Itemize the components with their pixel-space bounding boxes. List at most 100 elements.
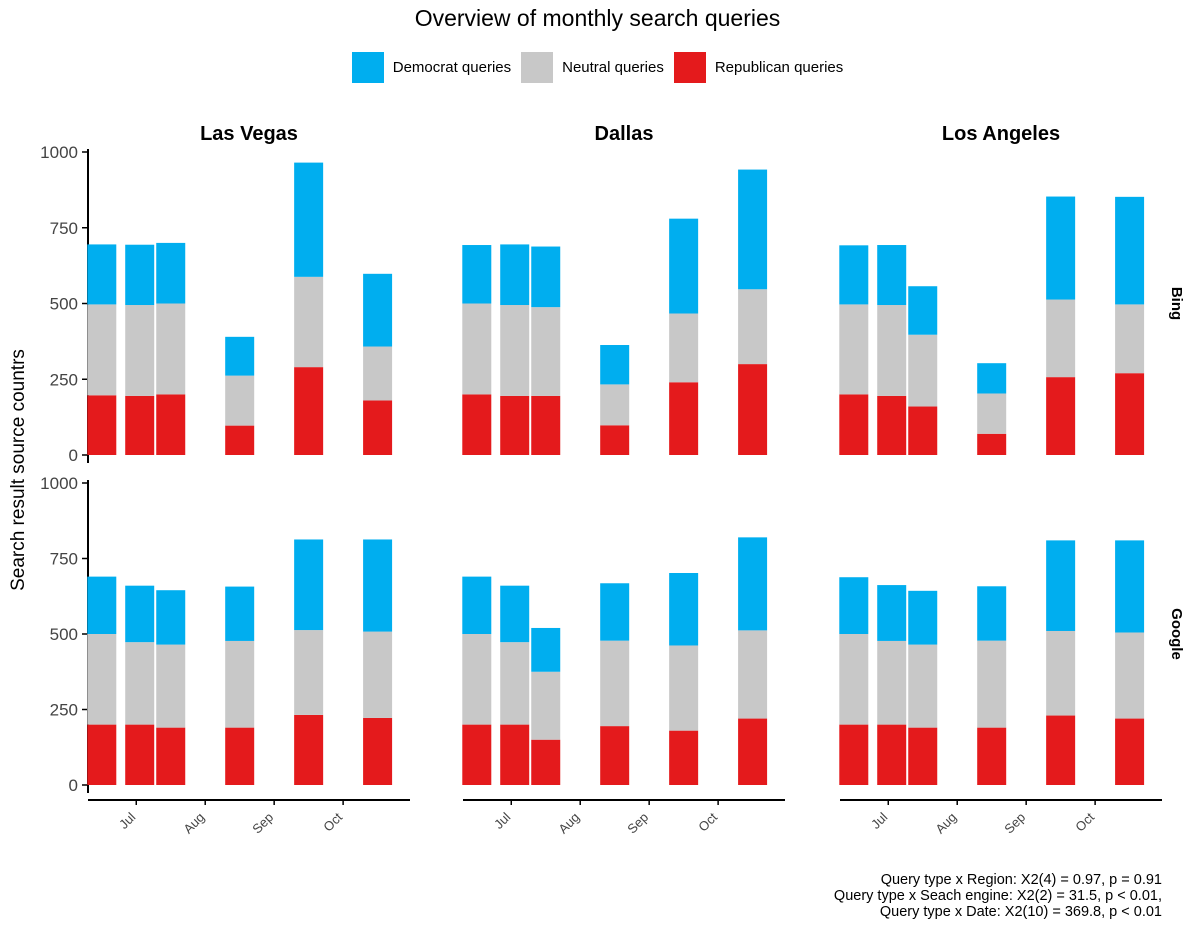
bar-democrat-los-angeles-bing	[1115, 196, 1145, 305]
bar-republican-dallas-bing	[600, 425, 630, 455]
bar-republican-los-angeles-google	[1115, 718, 1145, 785]
bar-democrat-las-vegas-google	[125, 585, 155, 643]
bar-neutral-los-angeles-google	[839, 634, 869, 725]
bar-democrat-las-vegas-google	[225, 586, 255, 641]
bar-republican-dallas-bing	[669, 382, 699, 455]
bar-democrat-los-angeles-bing	[877, 245, 907, 306]
bar-democrat-las-vegas-bing	[363, 273, 393, 347]
x-tick-label: Oct	[1072, 809, 1097, 834]
y-tick-label: 500	[50, 295, 78, 314]
bar-democrat-dallas-bing	[600, 345, 630, 385]
bar-democrat-dallas-bing	[669, 218, 699, 314]
y-tick-label: 0	[69, 776, 78, 795]
note-date: Query type x Date: X2(10) = 369.8, p < 0…	[879, 904, 1162, 920]
bar-neutral-las-vegas-bing	[225, 375, 255, 426]
bar-republican-las-vegas-google	[156, 727, 186, 785]
bar-republican-dallas-google	[738, 718, 768, 785]
y-tick-label: 500	[50, 625, 78, 644]
bar-republican-las-vegas-bing	[125, 395, 155, 455]
bar-neutral-dallas-bing	[600, 384, 630, 426]
legend-swatch-republican	[673, 52, 706, 83]
legend-label-democrat: Democrat queries	[392, 59, 512, 76]
x-tick-label: Jul	[116, 809, 138, 831]
bar-democrat-dallas-google	[738, 537, 768, 631]
chart-title: Overview of monthly search queries	[414, 5, 781, 31]
bar-democrat-los-angeles-google	[1046, 540, 1076, 631]
bar-neutral-los-angeles-bing	[839, 304, 869, 395]
bar-republican-las-vegas-bing	[363, 400, 393, 455]
y-tick-label: 750	[50, 219, 78, 238]
bar-neutral-los-angeles-bing	[977, 393, 1007, 434]
bar-neutral-las-vegas-bing	[156, 303, 186, 395]
legend-item-democrat: Democrat queries	[351, 52, 512, 83]
bar-republican-los-angeles-bing	[908, 406, 938, 455]
bar-republican-los-angeles-google	[908, 727, 938, 785]
bar-democrat-dallas-google	[669, 572, 699, 646]
bar-republican-dallas-bing	[531, 395, 561, 455]
bar-republican-los-angeles-bing	[839, 394, 869, 455]
bar-democrat-las-vegas-google	[363, 539, 393, 632]
bar-democrat-las-vegas-bing	[225, 336, 255, 376]
facet-row-title-google: Google	[1168, 608, 1185, 660]
bar-republican-dallas-bing	[738, 364, 768, 455]
faceted-bar-chart: Search result source countrs Las Vegas Dal…	[8, 123, 1185, 837]
bar-neutral-dallas-bing	[500, 305, 530, 396]
bar-neutral-los-angeles-google	[1046, 630, 1076, 716]
bar-neutral-las-vegas-bing	[294, 276, 324, 368]
bar-republican-los-angeles-bing	[1115, 373, 1145, 455]
bar-neutral-los-angeles-bing	[908, 334, 938, 407]
bar-republican-las-vegas-google	[225, 727, 255, 785]
bar-neutral-dallas-google	[669, 645, 699, 731]
legend-item-neutral: Neutral queries	[521, 52, 664, 83]
bar-neutral-las-vegas-google	[125, 642, 155, 725]
y-tick-label: 1000	[40, 143, 78, 162]
bar-neutral-los-angeles-google	[977, 640, 1007, 728]
bar-neutral-dallas-bing	[531, 307, 561, 396]
statistics-notes: Query type x Region: X2(4) = 0.97, p = 0…	[834, 872, 1162, 920]
legend-label-republican: Republican queries	[714, 59, 844, 76]
bar-neutral-dallas-google	[738, 630, 768, 719]
y-tick-label: 250	[50, 370, 78, 389]
bar-democrat-los-angeles-bing	[908, 286, 938, 335]
legend-label-neutral: Neutral queries	[562, 59, 664, 76]
bar-republican-las-vegas-bing	[225, 425, 255, 455]
bar-democrat-las-vegas-google	[87, 576, 117, 634]
bar-neutral-las-vegas-bing	[363, 346, 393, 401]
bar-neutral-dallas-bing	[669, 313, 699, 383]
bar-neutral-dallas-bing	[738, 289, 768, 365]
bar-republican-dallas-google	[669, 730, 699, 785]
note-search-engine: Query type x Seach engine: X2(2) = 31.5,…	[833, 888, 1162, 904]
bar-neutral-las-vegas-bing	[125, 305, 155, 396]
y-tick-label: 750	[50, 550, 78, 569]
bar-republican-las-vegas-bing	[156, 394, 186, 455]
bar-neutral-las-vegas-google	[294, 630, 324, 715]
bar-democrat-los-angeles-google	[977, 586, 1007, 641]
x-tick-label: Sep	[249, 810, 276, 837]
x-tick-label: Aug	[555, 810, 582, 837]
legend-swatch-democrat	[351, 52, 384, 83]
note-region: Query type x Region: X2(4) = 0.97, p = 0…	[880, 872, 1162, 888]
bar-neutral-los-angeles-bing	[877, 305, 907, 396]
legend-item-republican: Republican queries	[673, 52, 844, 83]
bar-democrat-los-angeles-google	[908, 590, 938, 645]
bar-democrat-dallas-google	[500, 585, 530, 643]
legend: Democrat queries Neutral queries Republi…	[0, 52, 1195, 83]
bar-democrat-las-vegas-google	[156, 590, 186, 645]
bar-democrat-los-angeles-google	[1115, 540, 1145, 633]
bar-neutral-los-angeles-google	[1115, 632, 1145, 719]
bar-neutral-las-vegas-bing	[87, 304, 117, 396]
bar-democrat-los-angeles-google	[839, 577, 869, 634]
x-tick-label: Oct	[320, 809, 345, 834]
bar-republican-los-angeles-google	[839, 724, 869, 785]
bar-republican-las-vegas-bing	[294, 367, 324, 455]
facet-title-los-angeles: Los Angeles	[942, 123, 1060, 145]
y-tick-label: 0	[69, 446, 78, 465]
x-tick-label: Sep	[1001, 810, 1028, 837]
bar-neutral-dallas-google	[500, 642, 530, 725]
y-axis-title: Search result source countrs	[8, 349, 29, 591]
bar-republican-los-angeles-google	[977, 727, 1007, 785]
x-tick-label: Sep	[624, 810, 651, 837]
x-tick-label: Jul	[868, 809, 890, 831]
bar-neutral-las-vegas-google	[363, 631, 393, 718]
bar-democrat-dallas-google	[600, 583, 630, 641]
